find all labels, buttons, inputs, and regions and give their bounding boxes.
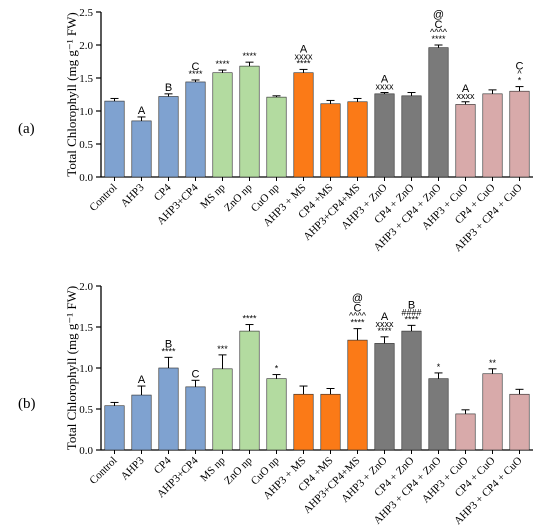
significance-label: C: [435, 19, 443, 31]
panel-label: (b): [18, 396, 36, 412]
y-tick-label: 2.0: [79, 40, 93, 52]
significance-label: ****: [242, 51, 257, 61]
significance-label: ****: [161, 346, 176, 356]
bar: [185, 386, 206, 451]
significance-label: *: [275, 364, 279, 374]
significance-label: ****: [242, 314, 257, 324]
significance-label: ****: [431, 34, 446, 44]
y-tick-label: 1.0: [79, 106, 93, 118]
x-tick-label: CP4: [152, 454, 174, 476]
significance-label: A: [300, 43, 308, 55]
significance-label: **: [489, 358, 497, 368]
significance-label: ^: [517, 69, 522, 79]
bar: [320, 393, 341, 451]
chart-panel-1: (a) Total Chlorophyll (mg g⁻¹ FW)0.0 0.5 1.…: [18, 7, 533, 254]
bar: [212, 368, 233, 451]
significance-label: ****: [377, 326, 392, 336]
y-tick-label: 2.5: [79, 7, 93, 19]
y-tick-label: 2.0: [79, 281, 93, 293]
significance-label: ####: [401, 307, 421, 317]
significance-label: xxxx: [295, 51, 314, 61]
bar: [185, 81, 206, 178]
bar: [131, 120, 152, 178]
significance-label: ****: [296, 58, 311, 68]
significance-label: A: [462, 83, 470, 95]
bar: [428, 47, 449, 178]
y-tick-label: 1.0: [79, 363, 93, 375]
x-tick-label: ZnO np: [222, 454, 255, 487]
bar: [509, 393, 530, 451]
bar: [347, 339, 368, 451]
bar: [131, 394, 152, 451]
significance-label: ****: [215, 59, 230, 69]
x-tick-label: ZnO np: [222, 181, 255, 214]
significance-label: *: [518, 76, 522, 86]
significance-label: C: [354, 303, 362, 315]
significance-label: C: [192, 368, 200, 380]
significance-label: B: [165, 338, 172, 350]
x-tick-label: Control: [87, 182, 119, 214]
significance-label: C: [192, 61, 200, 73]
significance-label: ****: [404, 314, 419, 324]
bar: [482, 373, 503, 451]
bar: [401, 95, 422, 178]
bar: [293, 72, 314, 178]
chart-panel-2: (b) Total Chlorophyll (mg g⁻¹ FW)0.0 0.5 1.…: [18, 281, 533, 527]
bar: [266, 378, 287, 451]
significance-label: xxxx: [376, 82, 395, 92]
significance-label: B: [408, 299, 415, 311]
bar: [266, 96, 287, 178]
bar: [239, 65, 260, 178]
bar: [212, 72, 233, 178]
significance-label: C: [516, 61, 524, 73]
x-tick-label: AHP3: [119, 181, 147, 209]
bar: [158, 367, 179, 451]
y-tick-label: 1.5: [79, 73, 93, 85]
y-axis-label: Total Chlorophyll (mg g⁻¹ FW): [64, 286, 79, 450]
significance-label: ****: [188, 69, 203, 79]
significance-label: A: [138, 374, 146, 386]
y-tick-label: 0.0: [79, 172, 93, 184]
bar: [482, 93, 503, 178]
bar: [455, 413, 476, 451]
significance-label: @: [433, 9, 444, 21]
bar: [347, 101, 368, 178]
significance-label: A: [381, 311, 389, 323]
x-tick-label: Control: [87, 455, 119, 487]
bar: [428, 378, 449, 451]
significance-label: A: [138, 105, 146, 117]
significance-label: ^^^^: [430, 27, 448, 37]
bar: [158, 96, 179, 178]
bar: [320, 103, 341, 178]
significance-label: B: [165, 82, 172, 94]
panel-label: (a): [18, 121, 35, 137]
y-tick-label: 1.5: [79, 322, 93, 334]
significance-label: ^^^^: [349, 311, 367, 321]
bar: [293, 393, 314, 451]
significance-label: A: [381, 74, 389, 86]
significance-label: xxxx: [376, 319, 395, 329]
bar: [401, 330, 422, 451]
x-tick-label: AHP3: [119, 454, 147, 482]
significance-label: xxxx: [457, 91, 476, 101]
bar: [509, 90, 530, 178]
x-tick-label: CP4: [152, 181, 174, 203]
y-axis-label: Total Chlorophyll (mg g⁻¹ FW): [64, 12, 79, 176]
bar: [455, 104, 476, 178]
y-tick-label: 0.0: [79, 445, 93, 457]
significance-label: ****: [350, 318, 365, 328]
bar: [239, 330, 260, 451]
bar: [104, 405, 125, 451]
bar: [374, 343, 395, 451]
y-tick-label: 0.5: [79, 139, 93, 151]
significance-label: *: [437, 362, 441, 372]
bar: [374, 93, 395, 178]
significance-label: @: [352, 293, 363, 305]
y-tick-label: 0.5: [79, 404, 93, 416]
bar: [104, 100, 125, 178]
significance-label: ***: [217, 344, 228, 354]
